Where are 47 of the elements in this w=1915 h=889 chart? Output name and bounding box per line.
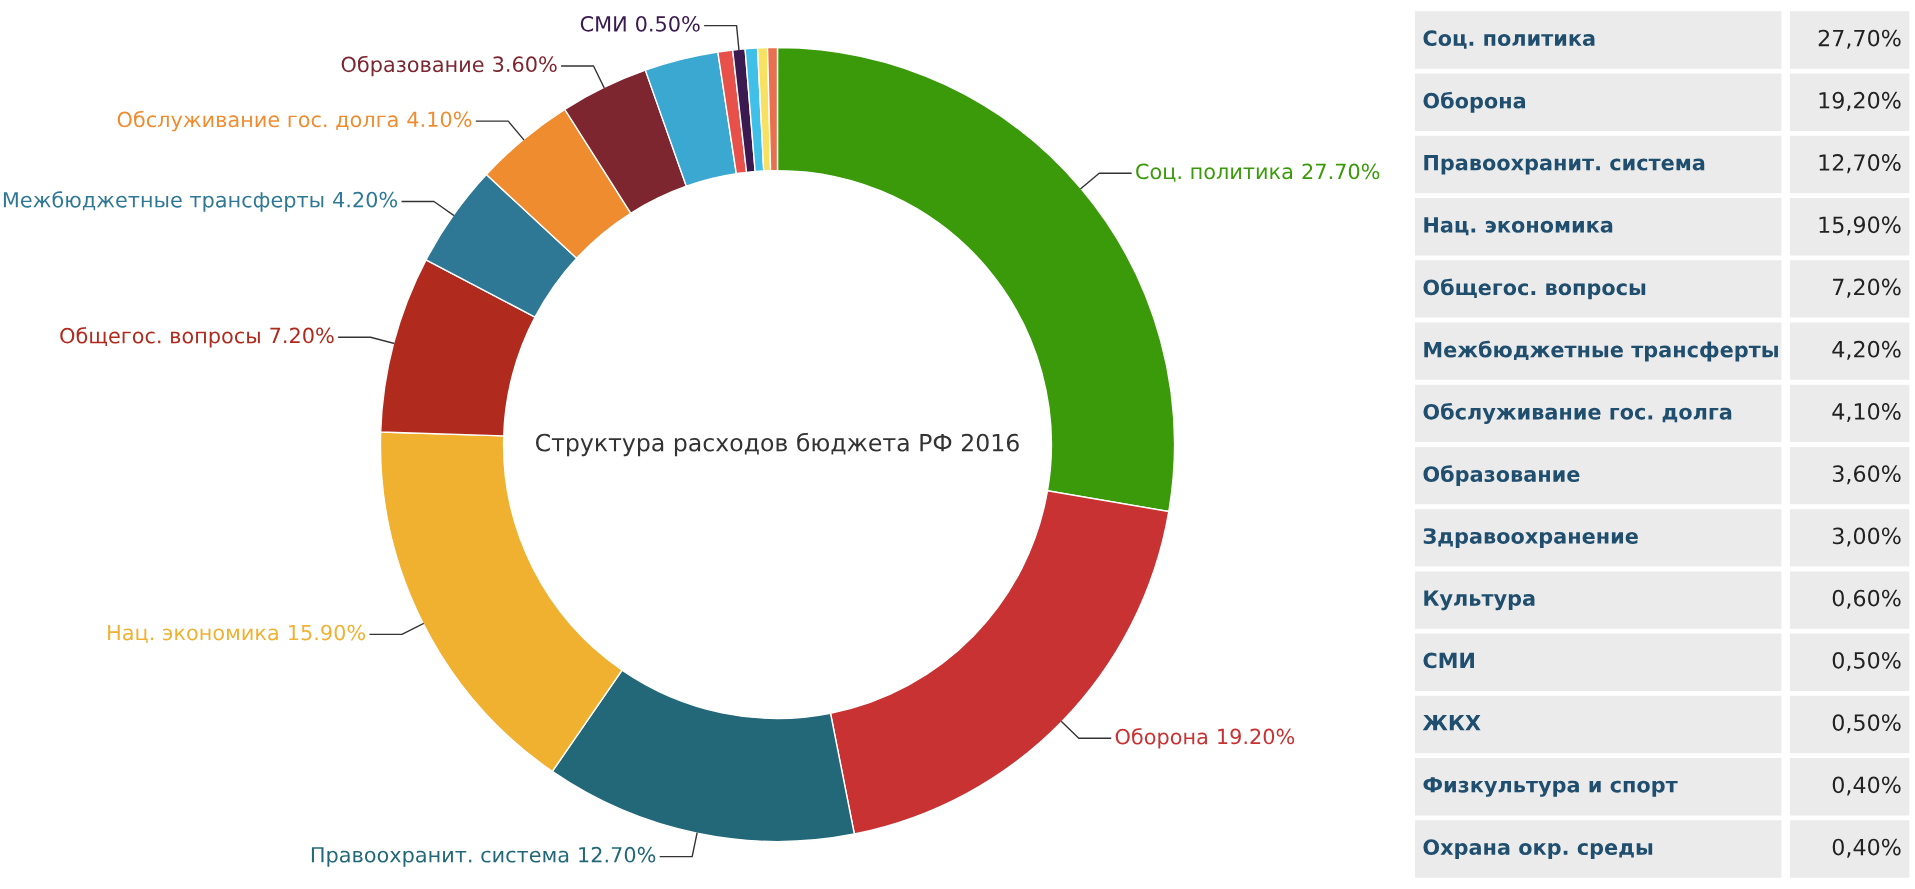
text: 12,70% xyxy=(1819,154,1901,174)
category-label: Здравоохранение xyxy=(1423,528,1638,548)
text: 4,10% xyxy=(1832,403,1901,423)
category-label: Физкультура и спорт xyxy=(1423,777,1678,797)
text: 7,20% xyxy=(1833,278,1901,298)
text: 27,70% xyxy=(1818,29,1901,49)
slice-label: Нац. экономика xyxy=(108,624,278,643)
category-label: Культура xyxy=(1424,590,1535,611)
data-label: 19.20% xyxy=(1218,728,1295,745)
category-label: Образование xyxy=(1423,465,1580,487)
category-label: Общегос. вопросы xyxy=(1423,278,1646,300)
data-label: 7.20% xyxy=(270,327,334,344)
category-label: Правоохранит. система xyxy=(1424,155,1705,175)
category-label: Охрана окр. среды xyxy=(1423,839,1653,860)
slice-label: Межбюджетные трансферты xyxy=(3,191,324,212)
text: 0,40% xyxy=(1832,838,1901,858)
category-label: СМИ xyxy=(1423,652,1474,669)
slice-label: Оборона xyxy=(1115,728,1207,749)
category-label: Оборона xyxy=(1423,91,1526,113)
data-label: 4.20% xyxy=(333,191,398,208)
category-label: Межбюджетные трансферты xyxy=(1424,340,1778,362)
slice-label: СМИ xyxy=(580,15,626,32)
text: Структура расходов бюджета РФ 2016 xyxy=(535,432,1019,457)
text: 0,50% xyxy=(1832,714,1901,734)
slice-label: Общегос. вопросы xyxy=(60,327,260,348)
data-label: 12.70% xyxy=(579,846,656,863)
slice-label: Обслуживание гос. долга xyxy=(117,110,398,132)
text: 3,60% xyxy=(1832,465,1901,485)
data-label: 4.10% xyxy=(407,111,472,128)
data-label: 15.90% xyxy=(289,624,366,641)
category-label: Соц. политика xyxy=(1423,30,1595,49)
slice-label: Правоохранит. система xyxy=(311,847,569,867)
text: 19,20% xyxy=(1819,91,1901,111)
text: 3,00% xyxy=(1832,527,1901,547)
data-label: 27.70% xyxy=(1302,163,1380,180)
category-label: ЖКХ xyxy=(1422,715,1481,731)
text: 0,40% xyxy=(1832,776,1901,796)
text: 4,20% xyxy=(1832,340,1901,360)
category-label: Нац. экономика xyxy=(1424,217,1613,236)
slice-label: Образование xyxy=(341,55,484,77)
data-label: 3.60% xyxy=(493,56,557,73)
data-label: 0.50% xyxy=(636,15,700,32)
text: 0,50% xyxy=(1832,651,1901,672)
slice-label: Соц. политика xyxy=(1136,163,1292,182)
text: 15,90% xyxy=(1819,216,1901,236)
category-label: Обслуживание гос. долга xyxy=(1423,402,1732,424)
text: 0,60% xyxy=(1832,589,1901,609)
